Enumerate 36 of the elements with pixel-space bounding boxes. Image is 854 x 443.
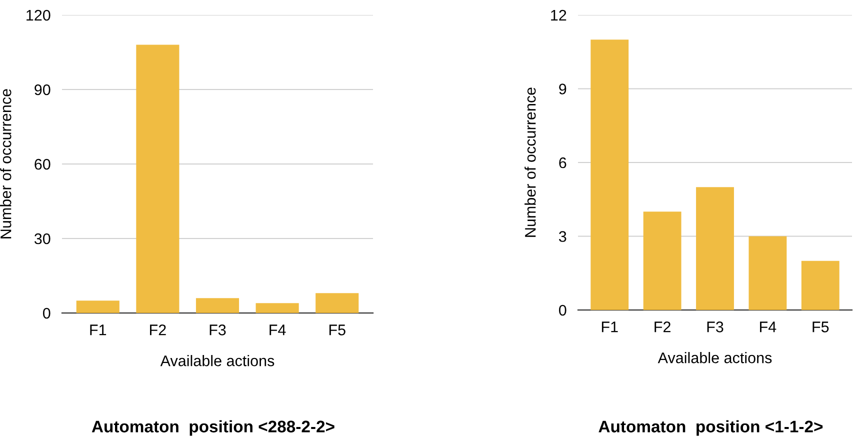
x-tick-label: F1 [90, 324, 106, 336]
y-tick-label: 60 [34, 158, 50, 170]
y-tick-label: 3 [558, 231, 566, 242]
y-axis-title: Number of occurrence [524, 88, 536, 237]
x-tick-label: F5 [329, 324, 346, 336]
bar [316, 293, 359, 313]
x-tick-label: F2 [150, 324, 166, 336]
y-tick-label: 9 [559, 84, 566, 94]
bar [76, 300, 120, 313]
bar [643, 212, 682, 310]
bar [256, 303, 299, 313]
y-tick-label: 6 [559, 157, 566, 168]
bar [590, 40, 629, 310]
bar [801, 260, 840, 310]
x-tick-label: F3 [707, 322, 724, 332]
bar [696, 187, 734, 310]
x-tick-label: F2 [654, 322, 670, 332]
y-tick-label: 12 [551, 10, 566, 21]
x-axis-title: Available actions [658, 352, 772, 364]
y-tick-label: 0 [42, 308, 50, 319]
x-axis-title: Available actions [160, 355, 274, 366]
x-tick-label: F1 [602, 322, 618, 332]
y-tick-label: 90 [34, 84, 50, 96]
y-axis-title: Number of occurrence [0, 89, 12, 238]
x-tick-label: F5 [812, 322, 829, 332]
text: Automaton position <1-1-2> [598, 420, 823, 436]
x-tick-label: F4 [270, 324, 286, 336]
text: Automaton position <288-2-2> [92, 420, 334, 436]
y-tick-label: 0 [558, 304, 566, 316]
x-tick-label: F3 [210, 324, 226, 336]
y-tick-label: 120 [26, 10, 50, 21]
bar [136, 44, 180, 313]
y-tick-label: 30 [34, 233, 50, 244]
bar [748, 236, 787, 310]
x-tick-label: F4 [760, 322, 776, 332]
bar [196, 298, 240, 313]
